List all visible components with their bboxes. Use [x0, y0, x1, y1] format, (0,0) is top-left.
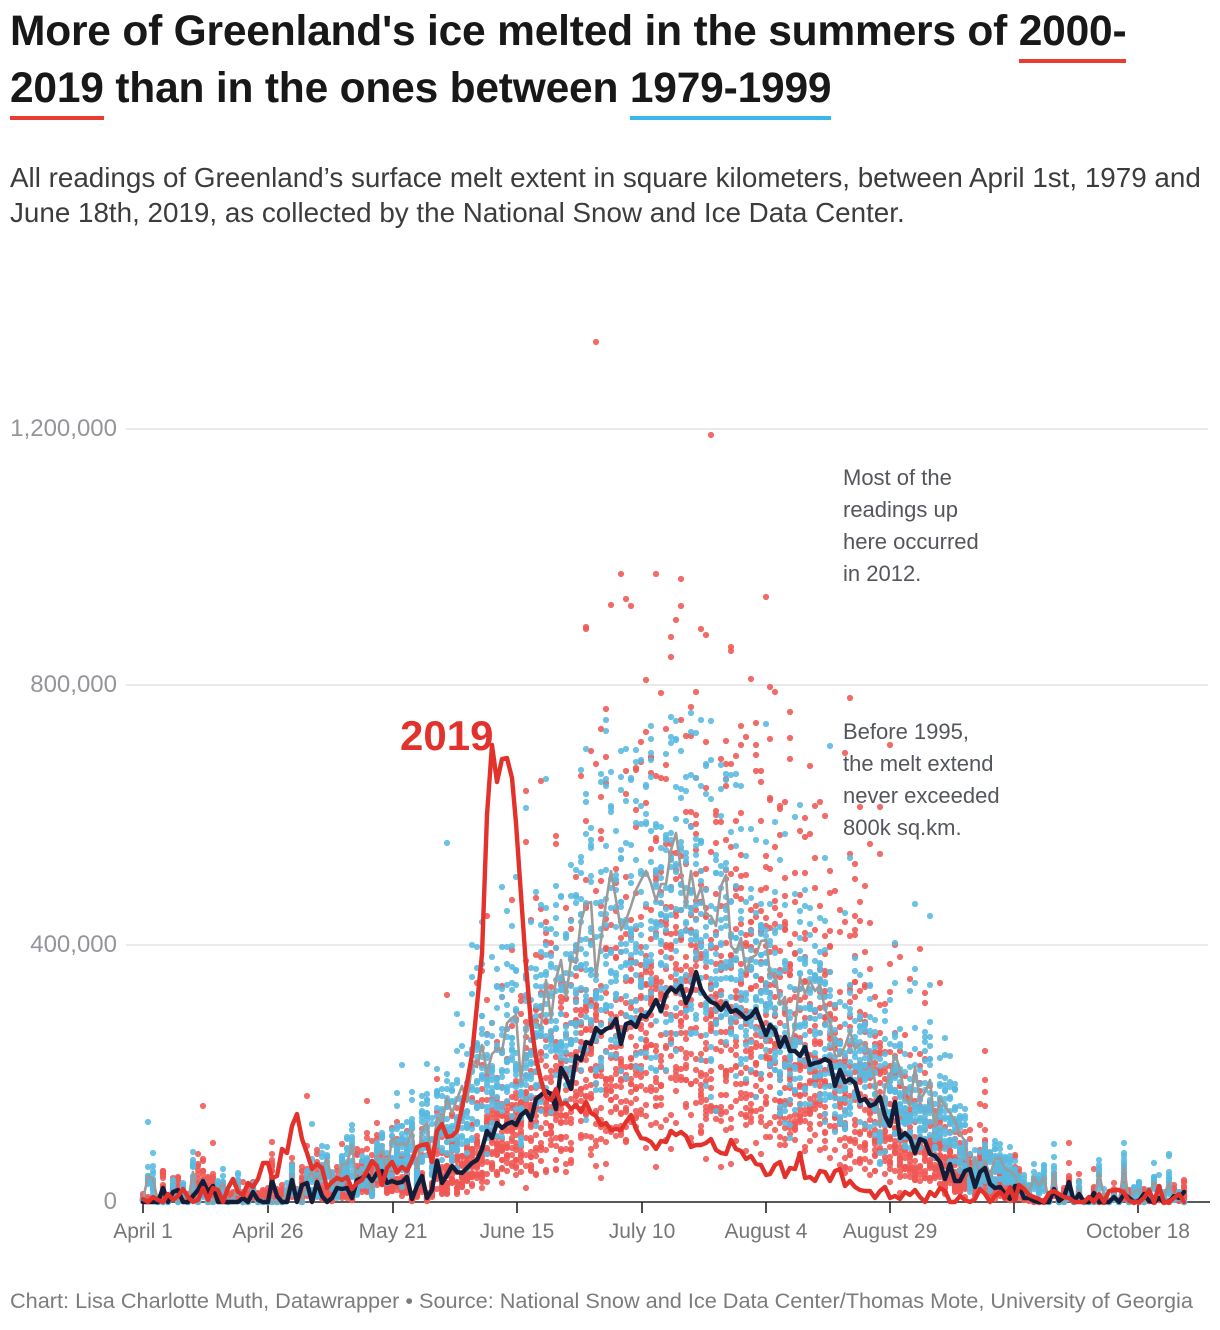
svg-text:April 1: April 1: [113, 1220, 173, 1243]
svg-text:July 10: July 10: [609, 1220, 676, 1243]
svg-text:August 29: August 29: [843, 1220, 938, 1243]
svg-text:400,000: 400,000: [30, 931, 117, 958]
svg-text:0: 0: [104, 1188, 117, 1215]
svg-text:1,200,000: 1,200,000: [10, 415, 117, 442]
svg-text:800,000: 800,000: [30, 671, 117, 698]
svg-text:October 18: October 18: [1086, 1220, 1190, 1243]
svg-text:May 21: May 21: [359, 1220, 428, 1243]
svg-text:August 4: August 4: [725, 1220, 808, 1243]
svg-text:April 26: April 26: [232, 1220, 303, 1243]
svg-text:June 15: June 15: [480, 1220, 555, 1243]
